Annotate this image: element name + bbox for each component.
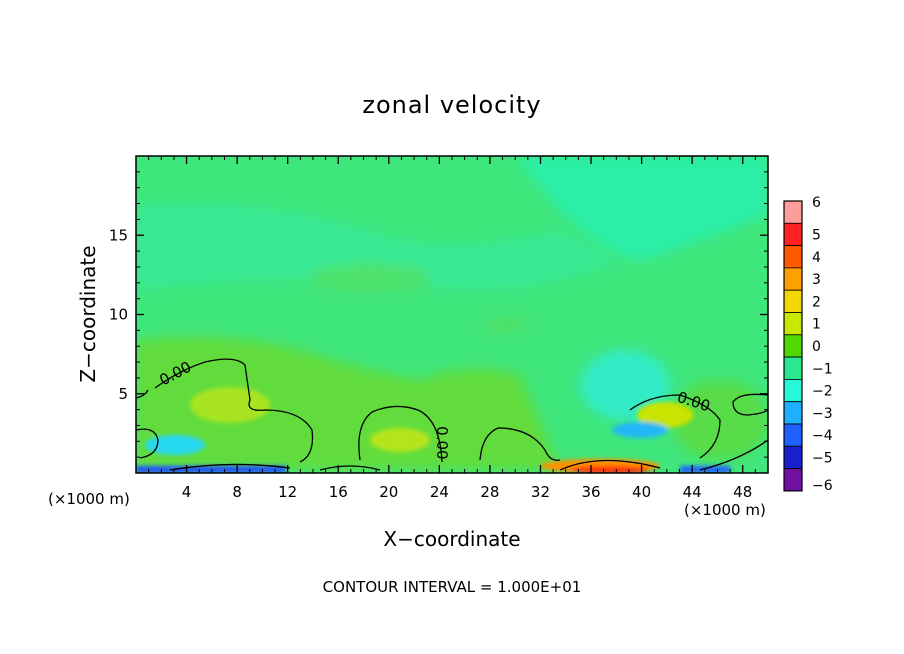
colorbar-frame — [783, 200, 803, 492]
field-cyan-left — [145, 435, 205, 455]
x-tick-label: 20 — [379, 483, 398, 501]
colorbar-label: −2 — [812, 384, 833, 400]
x-tick-label: 8 — [232, 483, 242, 501]
field-upper-cyan — [515, 156, 768, 262]
plot-area — [136, 156, 768, 473]
field-blue-bottom-left — [136, 466, 286, 473]
field-yellow-mid — [370, 428, 430, 452]
x-unit-right: (×1000 m) — [684, 501, 766, 519]
y-tick-label: 15 — [109, 226, 128, 244]
x-tick-label: 24 — [430, 483, 449, 501]
field-mid-patch — [310, 264, 430, 292]
field-upper-band — [136, 203, 620, 290]
y-axis: 5 10 15 — [109, 171, 768, 458]
colorbar-label: 3 — [812, 272, 821, 288]
x-tick-label: 44 — [683, 483, 702, 501]
contour-bottom — [169, 439, 768, 471]
colorbar-label: −3 — [812, 406, 833, 422]
colorbar-label: 0 — [812, 339, 821, 355]
x-tick-label: 4 — [182, 483, 192, 501]
field-red-bottom — [570, 466, 650, 473]
contour-mid-right — [479, 427, 561, 461]
field-yellow-left — [190, 387, 270, 423]
colorbar-swatch — [783, 222, 803, 247]
y-tick-label: 10 — [109, 306, 128, 324]
contour-left-lobe — [154, 358, 314, 463]
contour-interval-note: CONTOUR INTERVAL = 1.000E+01 — [323, 578, 582, 596]
colorbar-swatch — [783, 267, 803, 291]
x-tick-label: 16 — [329, 483, 348, 501]
colorbar-label: 6 — [812, 195, 821, 211]
field-cyan-blob — [580, 350, 670, 420]
zero-contours — [136, 358, 768, 471]
y-tick-label: 5 — [118, 385, 128, 403]
colorbar-label: −6 — [812, 478, 833, 494]
colorbar-swatch — [783, 423, 803, 447]
x-axis: 4 8 12 16 20 24 28 32 36 40 44 48 — [148, 156, 756, 501]
colorbar-label: −5 — [812, 450, 833, 466]
colorbar-label: 1 — [812, 317, 821, 333]
y-axis-label: Z−coordinate — [76, 245, 100, 382]
colorbar-swatch — [783, 200, 803, 224]
colorbar-label: 4 — [812, 250, 821, 266]
x-tick-label: 48 — [733, 483, 752, 501]
x-unit-left: (×1000 m) — [48, 490, 130, 508]
x-tick-label: 36 — [581, 483, 600, 501]
chart-title: zonal velocity — [362, 91, 541, 119]
contour-label: 0.00 — [433, 426, 451, 459]
field-blue-streak — [612, 422, 668, 438]
colorbar-swatch — [783, 468, 803, 492]
colorbar-label: 5 — [812, 227, 821, 243]
colorbar-swatch — [783, 289, 803, 313]
colorbar-label: −1 — [812, 361, 833, 377]
contour-right-lobe — [629, 394, 721, 459]
colorbar-swatch — [783, 334, 803, 358]
x-tick-label: 40 — [632, 483, 651, 501]
contour-right-edge — [732, 393, 768, 416]
field-small-patch — [483, 319, 527, 331]
field-lower-yellowgreen — [136, 336, 560, 470]
colorbar-label: 2 — [812, 294, 821, 310]
colorbar-swatch — [783, 312, 803, 336]
x-tick-label: 32 — [531, 483, 550, 501]
colorbar-swatch — [783, 401, 803, 425]
colorbar: 6 5 4 3 2 1 0 −1 −2 −3 −4 −5 −6 — [783, 195, 833, 494]
colorbar-swatch — [783, 445, 803, 469]
contour-mid-lobe — [358, 405, 443, 463]
field-yellow-right — [637, 402, 693, 428]
x-axis-label: X−coordinate — [383, 527, 520, 551]
contour-left-cap — [136, 428, 159, 459]
colorbar-swatch — [783, 245, 803, 269]
colorbar-swatch — [783, 356, 803, 380]
colorbar-label: −4 — [812, 428, 833, 444]
contour-left-edge — [136, 389, 149, 399]
colorbar-swatch — [783, 378, 803, 403]
x-tick-label: 28 — [480, 483, 499, 501]
x-tick-label: 12 — [278, 483, 297, 501]
